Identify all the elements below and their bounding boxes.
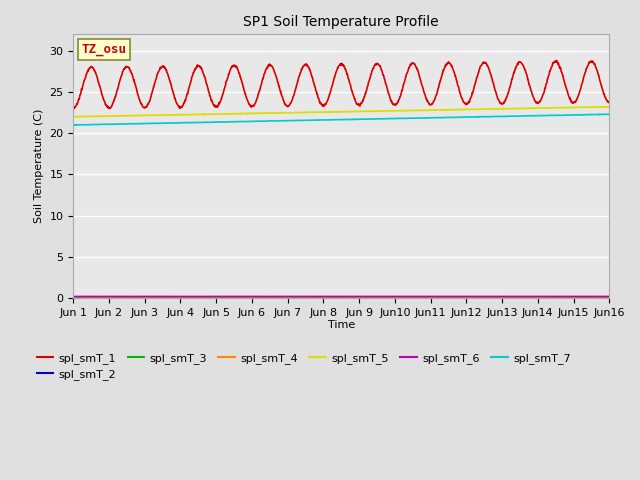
spl_smT_1 <box>70 106 77 111</box>
Y-axis label: Soil Temperature (C): Soil Temperature (C) <box>34 109 44 223</box>
Line: spl_smT_5: spl_smT_5 <box>74 107 609 117</box>
spl_smT_5 <box>495 106 502 112</box>
spl_smT_4 <box>189 294 196 300</box>
spl_smT_2 <box>103 294 111 300</box>
spl_smT_4 <box>605 294 613 300</box>
spl_smT_3 <box>70 294 77 300</box>
spl_smT_2 <box>70 294 77 300</box>
spl_smT_5 <box>425 108 433 113</box>
X-axis label: Time: Time <box>328 321 355 330</box>
spl_smT_2 <box>605 294 613 300</box>
spl_smT_1 <box>605 99 613 105</box>
spl_smT_3 <box>556 294 564 300</box>
spl_smT_2 <box>177 294 184 300</box>
Legend: spl_smT_1, spl_smT_2, spl_smT_3, spl_smT_4, spl_smT_5, spl_smT_6, spl_smT_7: spl_smT_1, spl_smT_2, spl_smT_3, spl_smT… <box>32 348 575 384</box>
spl_smT_7 <box>425 115 433 121</box>
spl_smT_3 <box>495 294 502 300</box>
spl_smT_1 <box>495 96 502 102</box>
spl_smT_3 <box>424 294 432 300</box>
spl_smT_7 <box>542 113 550 119</box>
spl_smT_4 <box>543 294 550 300</box>
spl_smT_6 <box>542 294 550 300</box>
spl_smT_4 <box>381 294 389 300</box>
spl_smT_5 <box>70 114 77 120</box>
spl_smT_6 <box>604 294 612 300</box>
spl_smT_3 <box>587 294 595 300</box>
spl_smT_6 <box>189 294 196 300</box>
spl_smT_5 <box>189 112 196 118</box>
spl_smT_7 <box>495 114 502 120</box>
spl_smT_6 <box>425 294 433 300</box>
spl_smT_3 <box>189 294 196 300</box>
spl_smT_5 <box>176 112 184 118</box>
spl_smT_4 <box>425 294 433 300</box>
spl_smT_7 <box>70 122 77 128</box>
spl_smT_2 <box>250 294 257 300</box>
spl_smT_2 <box>495 294 503 300</box>
spl_smT_5 <box>605 104 613 110</box>
spl_smT_5 <box>542 105 550 111</box>
spl_smT_1 <box>541 84 549 90</box>
spl_smT_5 <box>72 114 80 120</box>
spl_smT_7 <box>597 111 605 117</box>
spl_smT_4 <box>70 294 77 300</box>
spl_smT_2 <box>543 294 550 300</box>
spl_smT_6 <box>359 294 367 300</box>
spl_smT_4 <box>495 294 502 300</box>
Line: spl_smT_1: spl_smT_1 <box>74 60 609 108</box>
spl_smT_6 <box>495 294 502 300</box>
spl_smT_7 <box>72 122 79 128</box>
spl_smT_5 <box>249 110 257 116</box>
spl_smT_7 <box>176 120 184 126</box>
spl_smT_6 <box>70 294 77 300</box>
spl_smT_3 <box>541 294 549 300</box>
spl_smT_3 <box>175 294 183 300</box>
spl_smT_5 <box>602 104 609 109</box>
spl_smT_6 <box>248 294 256 300</box>
spl_smT_3 <box>605 294 613 300</box>
spl_smT_3 <box>248 294 256 300</box>
spl_smT_4 <box>175 294 183 300</box>
spl_smT_1 <box>189 73 196 79</box>
Title: SP1 Soil Temperature Profile: SP1 Soil Temperature Profile <box>243 15 439 29</box>
spl_smT_1 <box>424 99 432 105</box>
spl_smT_4 <box>518 294 526 300</box>
spl_smT_1 <box>553 58 561 63</box>
Line: spl_smT_7: spl_smT_7 <box>74 114 609 125</box>
spl_smT_4 <box>248 294 256 300</box>
Text: TZ_osu: TZ_osu <box>81 43 126 56</box>
spl_smT_1 <box>175 105 183 110</box>
spl_smT_7 <box>249 119 257 124</box>
spl_smT_1 <box>248 103 256 109</box>
spl_smT_7 <box>605 111 613 117</box>
spl_smT_2 <box>130 294 138 300</box>
spl_smT_6 <box>605 294 613 300</box>
spl_smT_2 <box>425 294 433 300</box>
spl_smT_6 <box>175 294 183 300</box>
spl_smT_7 <box>189 120 196 125</box>
spl_smT_2 <box>189 294 197 300</box>
